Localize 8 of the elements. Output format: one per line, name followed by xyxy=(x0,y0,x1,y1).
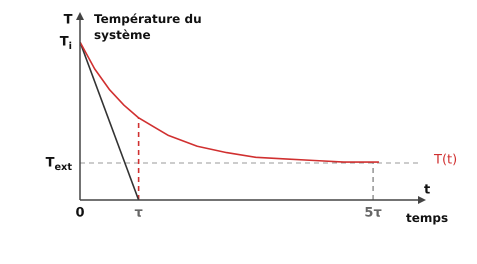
y-axis-title: T xyxy=(64,12,73,28)
x-tick-label: 0 xyxy=(75,205,85,220)
x-axis-title: t xyxy=(424,182,430,198)
x-tick-label: 5τ xyxy=(364,205,382,220)
text: temps xyxy=(406,211,448,226)
x-tick-label: τ xyxy=(134,205,143,220)
annotation: Température du système xyxy=(94,12,202,42)
text: T(t) xyxy=(433,152,458,168)
